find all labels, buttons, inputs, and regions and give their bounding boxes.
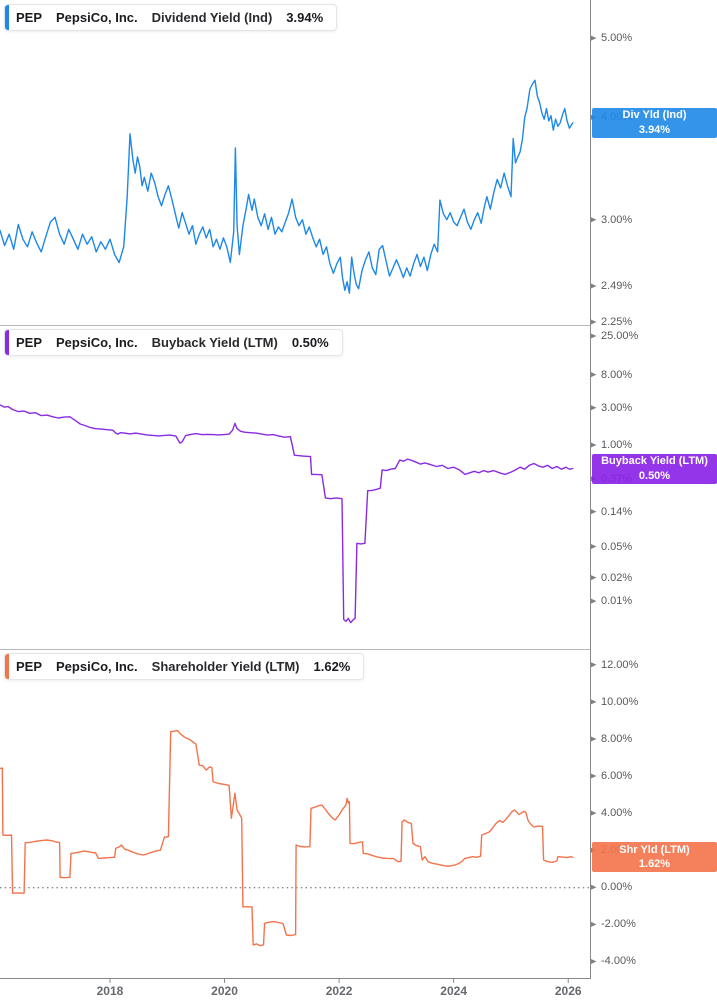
y-axis-tick-label: 5.00%	[601, 32, 633, 45]
y-axis-tick-label: 3.00%	[601, 401, 633, 414]
y-axis-tick-label: 25.00%	[601, 329, 639, 342]
y-axis-tick-label: -4.00%	[601, 955, 636, 968]
metric-name: Shareholder Yield (LTM)	[151, 659, 300, 674]
y-axis-tick-label: 0.00%	[601, 881, 633, 894]
metric-value: 0.50%	[291, 335, 329, 350]
badge-value: 1.62%	[638, 858, 671, 871]
badge-value: 0.50%	[638, 469, 671, 482]
ticker-symbol: PEP	[16, 10, 43, 25]
ticker-symbol: PEP	[16, 335, 43, 350]
company-name: PepsiCo, Inc.	[56, 10, 138, 25]
series-color-bar	[5, 654, 9, 679]
y-axis-tick-label: -2.00%	[601, 918, 636, 931]
company-name: PepsiCo, Inc.	[56, 335, 138, 350]
metric-name: Buyback Yield (LTM)	[151, 335, 278, 350]
series-color-bar	[5, 5, 9, 30]
x-axis-year-label: 2018	[96, 984, 124, 998]
y-axis-tick-label: 2.25%	[601, 315, 633, 328]
y-axis-tick-label: 6.00%	[601, 770, 633, 783]
y-axis-tick-label: 0.02%	[601, 571, 633, 584]
x-axis-year-label: 2026	[554, 984, 582, 998]
series-color-bar	[5, 330, 9, 355]
axis-value-badge-shr-yld: Shr Yld (LTM) 1.62%	[592, 842, 717, 873]
y-axis-tick-label: 4.00%	[601, 807, 633, 820]
y-axis-tick-label: 0.14%	[601, 505, 633, 518]
x-axis-year-label: 2022	[325, 984, 353, 998]
x-axis-year-label: 2024	[440, 984, 468, 998]
metric-value: 3.94%	[286, 10, 324, 25]
y-axis-tick-label: 8.00%	[601, 732, 633, 745]
x-axis-year-label: 2020	[211, 984, 238, 998]
badge-label: Buyback Yield (LTM)	[601, 455, 708, 468]
badge-label: Div Yld (Ind)	[622, 109, 687, 122]
y-axis-tick-label: 3.00%	[601, 213, 633, 226]
y-axis-tick-label: 0.01%	[601, 595, 633, 608]
y-axis-tick-label: 0.05%	[601, 540, 633, 553]
y-axis-tick-label: 10.00%	[601, 695, 639, 708]
metric-name: Dividend Yield (Ind)	[151, 10, 273, 25]
metric-value: 1.62%	[313, 659, 351, 674]
ticker-symbol: PEP	[16, 659, 43, 674]
series-header-dividend-yield[interactable]: PEP PepsiCo, Inc. Dividend Yield (Ind) 3…	[4, 4, 338, 31]
y-axis-tick-label: 8.00%	[601, 368, 633, 381]
axis-value-badge-buyback-yield: Buyback Yield (LTM) 0.50%	[592, 453, 717, 484]
badge-label: Shr Yld (LTM)	[619, 843, 690, 856]
badge-value: 3.94%	[638, 123, 671, 136]
axis-value-badge-div-yld: Div Yld (Ind) 3.94%	[592, 107, 717, 138]
y-axis-tick-label: 12.00%	[601, 658, 639, 671]
series-header-buyback-yield[interactable]: PEP PepsiCo, Inc. Buyback Yield (LTM) 0.…	[4, 329, 343, 356]
company-name: PepsiCo, Inc.	[56, 659, 138, 674]
series-header-shareholder-yield[interactable]: PEP PepsiCo, Inc. Shareholder Yield (LTM…	[4, 653, 365, 680]
y-axis-tick-label: 1.00%	[601, 439, 633, 452]
y-axis-tick-label: 2.49%	[601, 279, 633, 292]
